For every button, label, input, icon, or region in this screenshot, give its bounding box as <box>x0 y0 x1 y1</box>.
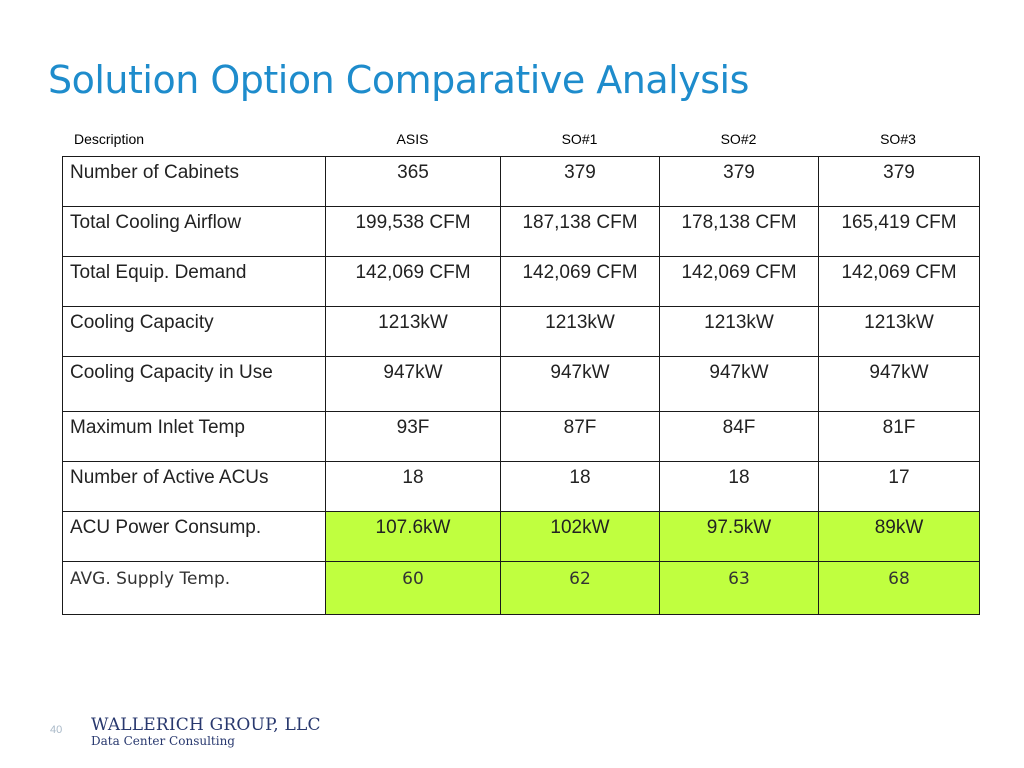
cell-so2-highlighted: 63 <box>659 561 819 615</box>
cell-so1: 379 <box>500 156 660 207</box>
cell-so2: 142,069 CFM <box>659 256 819 307</box>
row-label: Number of Cabinets <box>62 156 326 207</box>
row-label: Maximum Inlet Temp <box>62 411 326 462</box>
cell-so3: 81F <box>818 411 980 462</box>
cell-so1-highlighted: 62 <box>500 561 660 615</box>
cell-so3-highlighted: 89kW <box>818 511 980 562</box>
cell-so1: 947kW <box>500 356 660 412</box>
logo-tagline: Data Center Consulting <box>91 734 235 748</box>
cell-so2: 18 <box>659 461 819 512</box>
cell-so3: 379 <box>818 156 980 207</box>
cell-so3: 1213kW <box>818 306 980 357</box>
company-logo: WALLERICH GROUP, LLC Data Center Consult… <box>91 715 321 748</box>
cell-so1: 142,069 CFM <box>500 256 660 307</box>
cell-so3: 165,419 CFM <box>818 206 980 257</box>
row-label: Total Cooling Airflow <box>62 206 326 257</box>
cell-so2-highlighted: 97.5kW <box>659 511 819 562</box>
page-number: 40 <box>50 724 63 736</box>
table-row-equip-demand: Total Equip. Demand 142,069 CFM 142,069 … <box>62 256 980 307</box>
cell-asis-highlighted: 60 <box>325 561 501 615</box>
comparison-table: Number of Cabinets 365 379 379 379 Total… <box>62 156 980 615</box>
column-header-description: Description <box>74 131 145 147</box>
cell-so3: 17 <box>818 461 980 512</box>
column-header-so3: SO#3 <box>880 131 916 147</box>
cell-so1: 1213kW <box>500 306 660 357</box>
row-label: ACU Power Consump. <box>62 511 326 562</box>
table-row-cabinets: Number of Cabinets 365 379 379 379 <box>62 156 980 207</box>
cell-asis: 93F <box>325 411 501 462</box>
cell-so1-highlighted: 102kW <box>500 511 660 562</box>
cell-asis: 947kW <box>325 356 501 412</box>
row-label: Total Equip. Demand <box>62 256 326 307</box>
cell-so1: 18 <box>500 461 660 512</box>
row-label: AVG. Supply Temp. <box>62 561 326 615</box>
row-label: Cooling Capacity in Use <box>62 356 326 412</box>
cell-so2: 84F <box>659 411 819 462</box>
column-header-asis: ASIS <box>396 131 429 147</box>
row-label: Number of Active ACUs <box>62 461 326 512</box>
table-row-max-inlet-temp: Maximum Inlet Temp 93F 87F 84F 81F <box>62 411 980 462</box>
cell-so2: 947kW <box>659 356 819 412</box>
table-row-supply-temp: AVG. Supply Temp. 60 62 63 68 <box>62 561 980 615</box>
cell-asis: 199,538 CFM <box>325 206 501 257</box>
cell-so2: 379 <box>659 156 819 207</box>
table-row-cooling-capacity: Cooling Capacity 1213kW 1213kW 1213kW 12… <box>62 306 980 357</box>
cell-asis: 1213kW <box>325 306 501 357</box>
cell-so3: 947kW <box>818 356 980 412</box>
logo-company-name: WALLERICH GROUP, LLC <box>91 715 321 735</box>
cell-so3-highlighted: 68 <box>818 561 980 615</box>
cell-asis: 365 <box>325 156 501 207</box>
row-label: Cooling Capacity <box>62 306 326 357</box>
table-row-cooling-airflow: Total Cooling Airflow 199,538 CFM 187,13… <box>62 206 980 257</box>
table-row-active-acus: Number of Active ACUs 18 18 18 17 <box>62 461 980 512</box>
table-row-acu-power: ACU Power Consump. 107.6kW 102kW 97.5kW … <box>62 511 980 562</box>
cell-asis: 142,069 CFM <box>325 256 501 307</box>
cell-asis: 18 <box>325 461 501 512</box>
cell-so1: 87F <box>500 411 660 462</box>
table-row-capacity-in-use: Cooling Capacity in Use 947kW 947kW 947k… <box>62 356 980 412</box>
cell-so2: 178,138 CFM <box>659 206 819 257</box>
cell-so1: 187,138 CFM <box>500 206 660 257</box>
slide-title: Solution Option Comparative Analysis <box>48 58 749 102</box>
column-headers: Description ASIS SO#1 SO#2 SO#3 <box>62 131 978 149</box>
column-header-so2: SO#2 <box>720 131 757 147</box>
cell-asis-highlighted: 107.6kW <box>325 511 501 562</box>
cell-so2: 1213kW <box>659 306 819 357</box>
cell-so3: 142,069 CFM <box>818 256 980 307</box>
column-header-so1: SO#1 <box>561 131 598 147</box>
